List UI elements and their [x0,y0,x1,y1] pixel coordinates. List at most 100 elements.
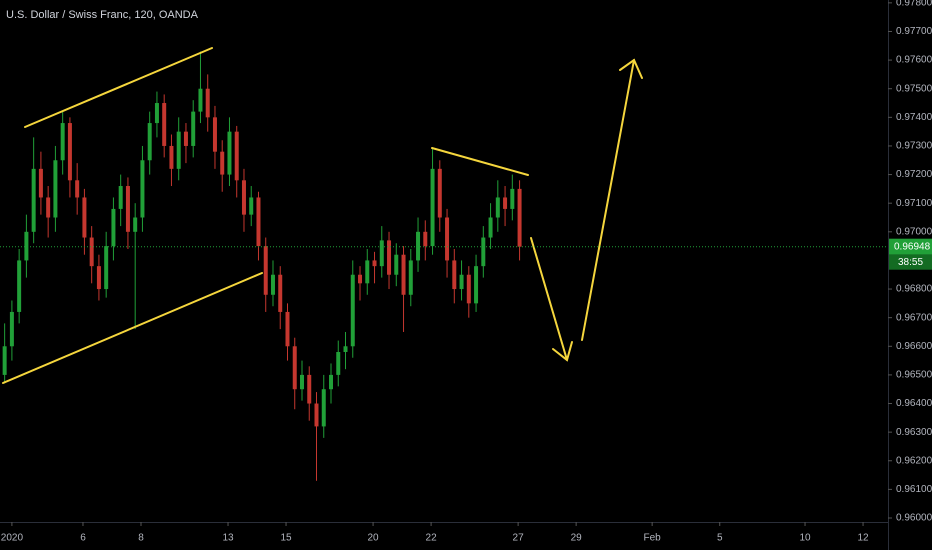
candle-body [60,123,65,161]
last-price-box [889,238,932,255]
candle-body [452,260,457,290]
x-tick-label: 29 [571,533,583,544]
candle-body [278,274,283,312]
y-tick-label: 0.96700 [896,312,932,323]
y-tick-label: 0.96200 [896,455,932,466]
y-tick-label: 0.97600 [896,55,932,66]
y-tick-label: 0.96500 [896,370,932,381]
y-tick-label: 0.96600 [896,341,932,352]
x-tick-label: 8 [138,533,144,544]
candle-body [423,231,428,247]
arrow-up [581,59,635,341]
candle-body [162,103,167,146]
candle-body [147,123,152,161]
y-tick-label: 0.97500 [896,83,932,94]
plot [2,51,522,481]
candle-body [430,168,435,247]
candle-body [474,266,479,304]
candle-body [517,188,522,247]
candle-body [241,180,246,215]
candle-body [176,131,181,169]
x-tick-label: 6 [80,533,86,544]
candle-body [481,237,486,267]
x-tick-label: 12 [857,533,869,544]
candle-body [314,403,319,427]
candle-body [387,240,392,275]
y-tick-label: 0.96000 [896,513,932,524]
candle-body [154,103,159,124]
y-tick-label: 0.97300 [896,141,932,152]
candle-body [321,389,326,427]
candle-body [118,186,123,209]
candle-body [459,274,464,290]
candle-body [212,117,217,152]
candle-body [205,88,210,118]
y-tick-label: 0.96400 [896,398,932,409]
candle-body [503,197,508,209]
candle-body [89,237,94,267]
candle-body [336,352,341,375]
candle-body [24,231,29,261]
y-tick-label: 0.96800 [896,284,932,295]
candle-body [379,240,384,267]
x-tick-label: Feb [644,533,662,544]
arrow-down [530,237,568,361]
last-price-label: 0.96948 [894,241,931,252]
candle-body [17,260,22,312]
chart-title: U.S. Dollar / Swiss Franc, 120, OANDA [6,9,199,21]
candle-body [38,168,43,198]
candle-body [408,260,413,295]
candle-body [445,217,450,261]
candle-body [9,311,14,347]
candle-body [394,254,399,275]
candle-body [234,131,239,181]
x-tick-label: 15 [280,533,292,544]
arrow-head [552,341,573,362]
candle-body [416,231,421,261]
candle-body [358,274,363,284]
candle-body [198,88,203,112]
trend-line [431,147,529,176]
x-tick-label: 10 [799,533,811,544]
y-tick-label: 0.96100 [896,484,932,495]
candle-body [307,374,312,404]
candle-body [191,111,196,146]
candle-body [169,145,174,169]
candle-body [67,123,72,181]
candle-body [31,168,36,232]
y-tick-label: 0.97700 [896,26,932,37]
candle-body [488,217,493,238]
candle-body [82,197,87,238]
candle-body [495,197,500,218]
candle-body [285,311,290,347]
candle-body [53,160,58,218]
candle-body [329,374,333,390]
candle-body [249,197,254,215]
candle-body [343,346,348,353]
candle-body [220,151,225,175]
y-tick-label: 0.97400 [896,112,932,123]
x-tick-label: 5 [717,533,723,544]
y-tick-label: 0.97100 [896,198,932,209]
candle-body [292,346,297,390]
x-tick-label: 27 [513,533,525,544]
candle-body [365,260,370,284]
candle-body [125,186,130,232]
trend-line [2,272,263,384]
candle-body [140,160,145,218]
countdown-box [889,254,932,270]
candle-body [104,246,109,290]
trend-line [24,47,213,128]
candle-body [96,266,101,290]
y-tick-label: 0.96300 [896,427,932,438]
candle-body [183,131,188,146]
candle-body [437,168,442,218]
x-tick-label: 22 [426,533,438,544]
candle-body [401,254,406,295]
candle-body [46,197,51,218]
countdown-label: 38:55 [898,257,923,268]
arrow-head [619,58,643,79]
candle-body [300,374,304,390]
